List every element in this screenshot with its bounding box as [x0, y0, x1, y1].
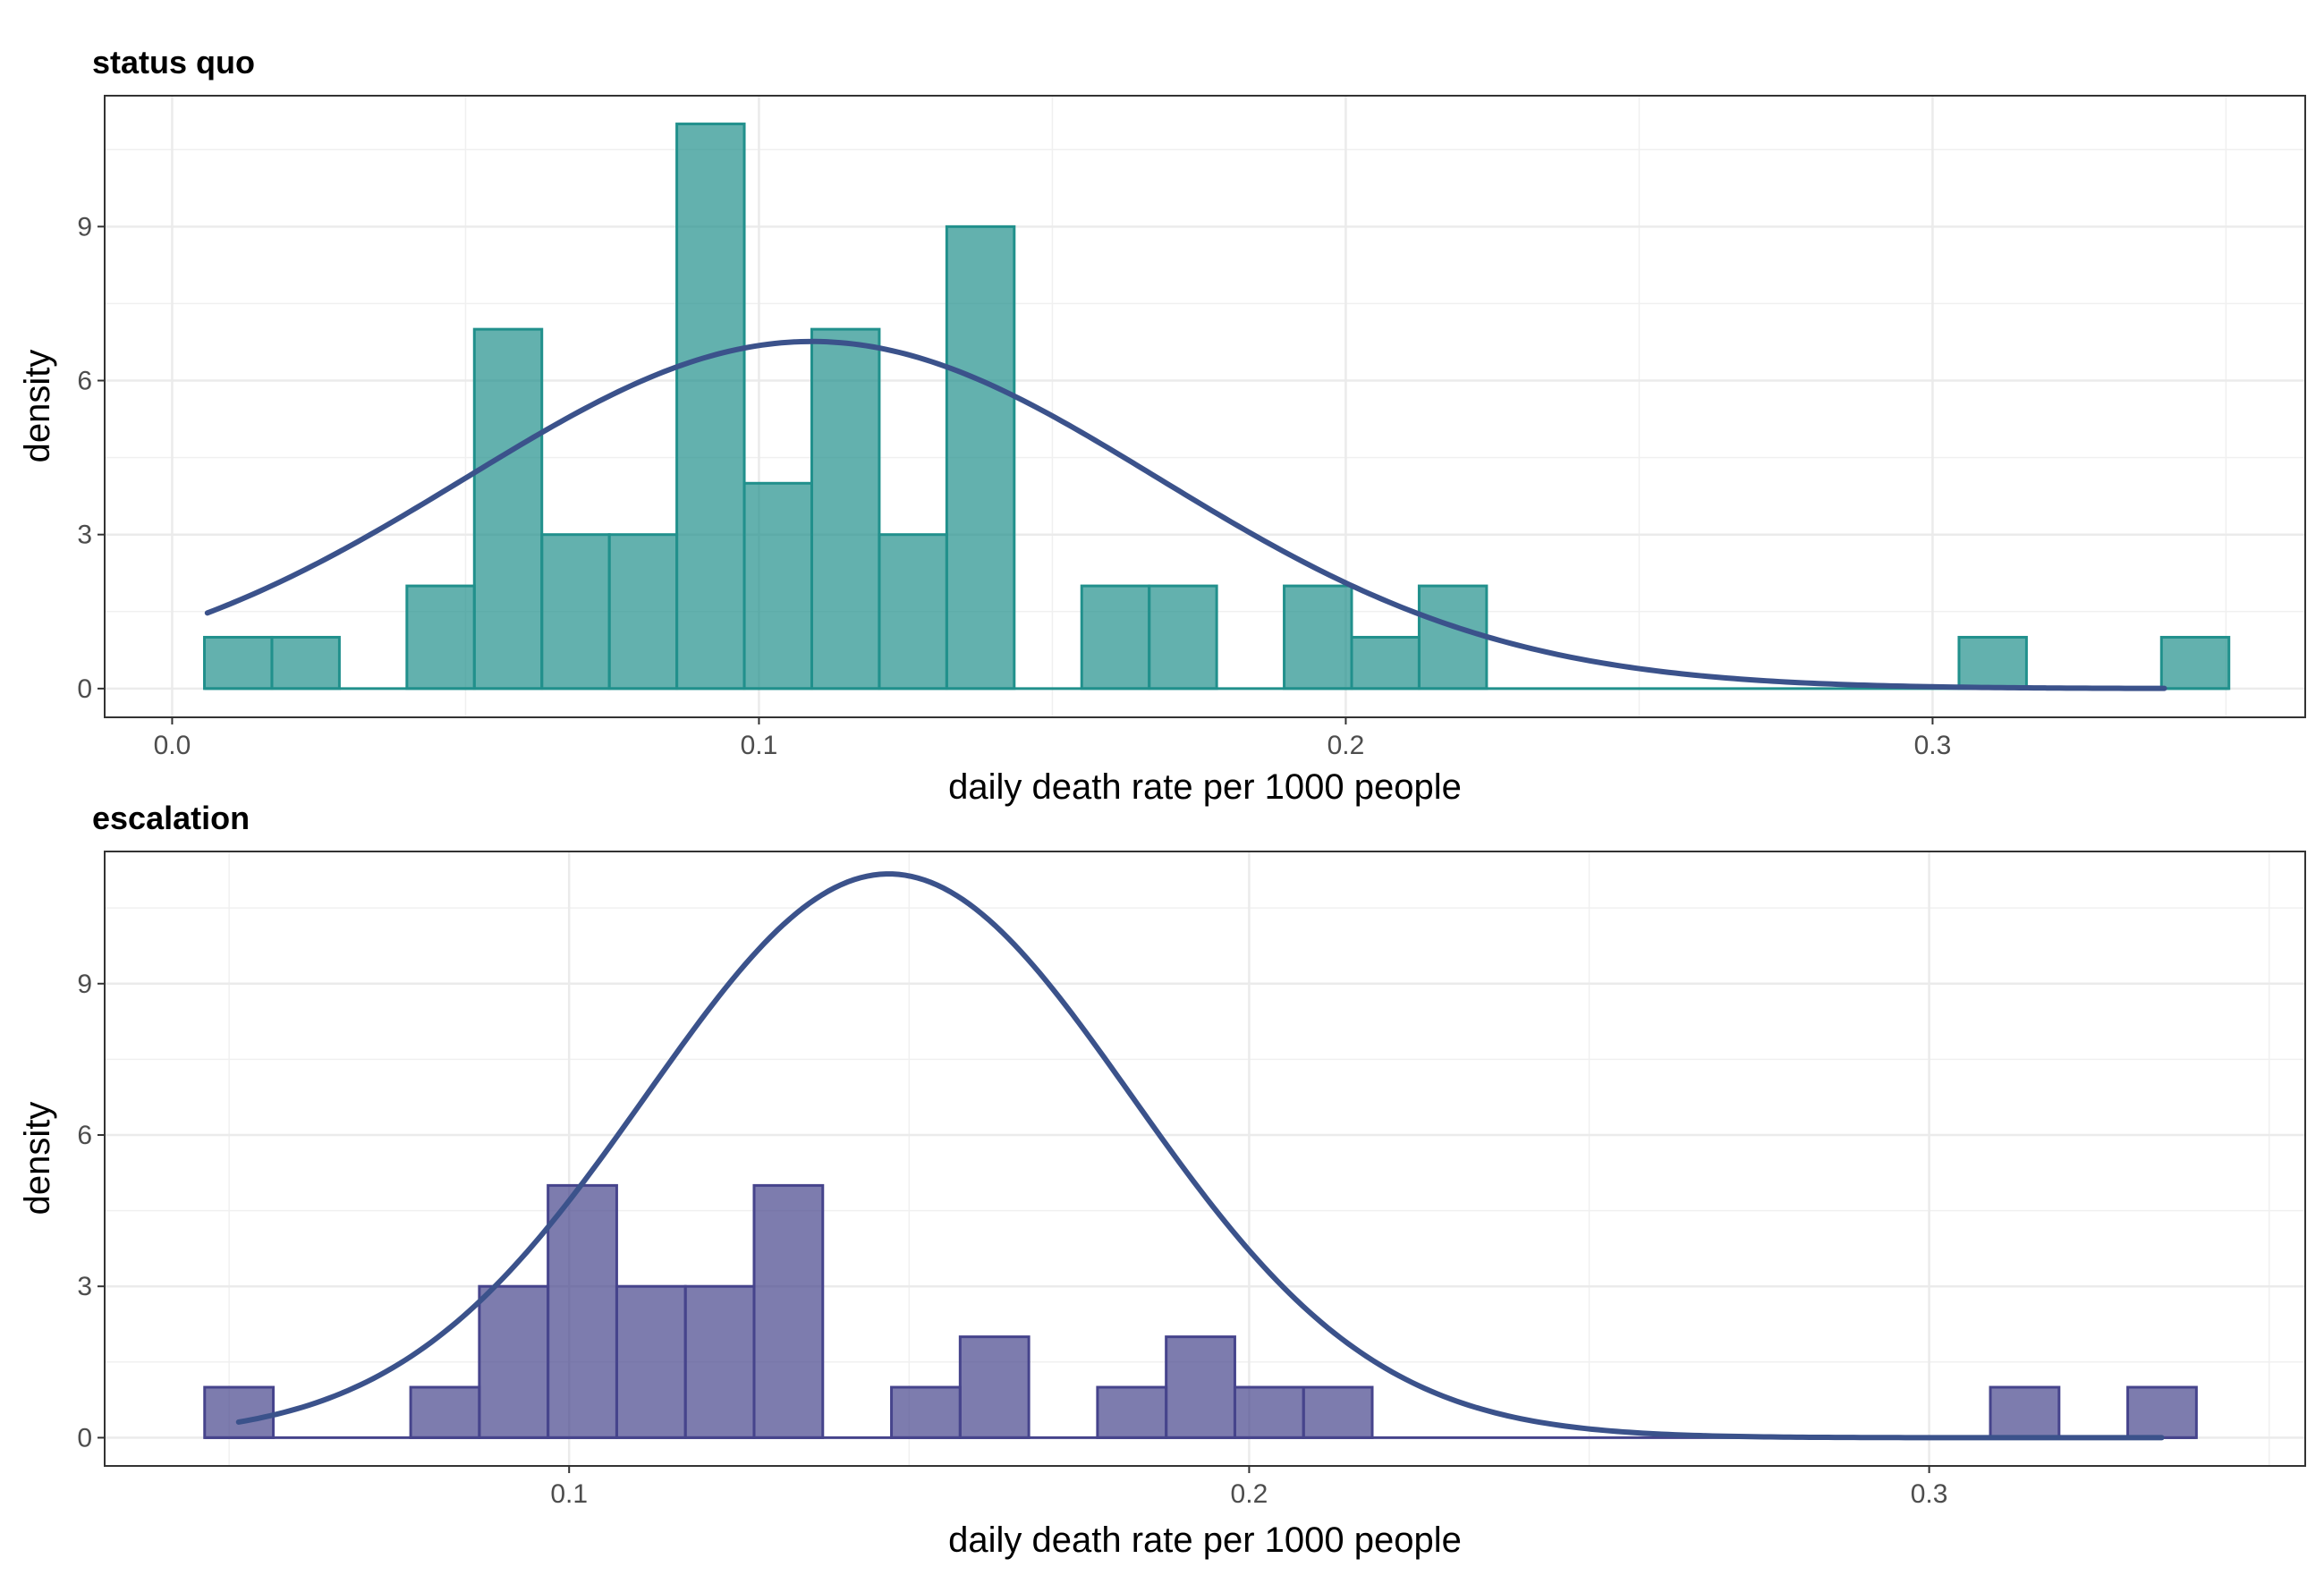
- escalation-histogram-bar: [890, 1385, 962, 1439]
- status-quo-histogram-bar: [2159, 635, 2231, 690]
- escalation-histogram-bar: [1096, 1385, 1168, 1439]
- escalation-x-tick-label: 0.2: [1231, 1479, 1268, 1509]
- status-quo-histogram-bar: [540, 533, 611, 690]
- status-quo-panel: status quo 0 3 6 9 0.0 0.1 0.2 0.3 daily death…: [18, 44, 2306, 807]
- status-quo-histogram-bar: [878, 533, 948, 690]
- status-quo-histogram-bar: [1957, 635, 2028, 690]
- status-quo-y-axis: 0 3 6 9: [77, 212, 105, 704]
- escalation-y-tick-label: 9: [77, 970, 92, 999]
- escalation-histogram-bar: [478, 1284, 550, 1439]
- panel-title-status-quo: status quo: [92, 44, 255, 80]
- escalation-panel: escalation 0 3 6 9 0.1 0.2 0.3 daily death ra…: [18, 800, 2306, 1560]
- escalation-histogram-bar: [1989, 1385, 2061, 1439]
- status-quo-x-tick-label: 0.2: [1327, 731, 1365, 760]
- status-quo-histogram-bar: [675, 123, 746, 690]
- status-quo-y-tick-label: 3: [77, 521, 92, 550]
- escalation-y-axis-title: density: [18, 1102, 57, 1216]
- escalation-histogram-bar: [203, 1385, 276, 1439]
- status-quo-histogram-bar: [607, 533, 679, 690]
- status-quo-x-tick-label: 0.1: [741, 731, 778, 760]
- status-quo-histogram-bar: [810, 327, 881, 690]
- status-quo-y-tick-label: 0: [77, 674, 92, 704]
- panel-title-escalation: escalation: [92, 800, 250, 836]
- status-quo-panel-border: [104, 95, 2306, 718]
- escalation-histogram-bar: [615, 1284, 687, 1439]
- escalation-y-tick-label: 6: [77, 1121, 92, 1150]
- status-quo-histogram-bar: [405, 584, 476, 690]
- escalation-histogram-bar: [958, 1335, 1031, 1439]
- status-quo-y-axis-title: density: [18, 350, 57, 463]
- status-quo-histogram-bar: [1350, 635, 1421, 690]
- escalation-x-axis-title: daily death rate per 1000 people: [948, 1520, 1462, 1560]
- escalation-x-tick-label: 0.3: [1911, 1479, 1948, 1509]
- escalation-histogram-bar: [1233, 1385, 1305, 1439]
- status-quo-y-tick-label: 6: [77, 367, 92, 396]
- status-quo-histogram-bar: [1148, 584, 1218, 690]
- status-quo-histogram-bar: [1080, 584, 1151, 690]
- escalation-x-tick-label: 0.1: [550, 1479, 588, 1509]
- status-quo-histogram-bar: [203, 635, 274, 690]
- status-quo-histogram-bar: [1417, 584, 1489, 690]
- escalation-panel-border: [104, 851, 2306, 1467]
- status-quo-x-tick-label: 0.0: [154, 731, 191, 760]
- escalation-histogram-bar: [1165, 1335, 1236, 1439]
- escalation-histogram-bar: [683, 1284, 756, 1439]
- escalation-y-axis: 0 3 6 9: [77, 970, 105, 1453]
- status-quo-x-axis: 0.0 0.1 0.2 0.3: [154, 717, 1952, 760]
- escalation-histogram-bar: [2126, 1385, 2198, 1439]
- status-quo-density-curve: [204, 338, 2167, 691]
- status-quo-histogram-bars: [203, 123, 2231, 690]
- status-quo-x-axis-title: daily death rate per 1000 people: [948, 767, 1462, 807]
- escalation-histogram-bar: [752, 1183, 825, 1439]
- escalation-y-tick-label: 3: [77, 1272, 92, 1301]
- escalation-histogram-bars: [203, 1183, 2198, 1439]
- escalation-x-axis: 0.1 0.2 0.3: [550, 1466, 1947, 1509]
- escalation-histogram-bar: [1302, 1385, 1374, 1439]
- status-quo-histogram-bar: [472, 327, 544, 690]
- status-quo-histogram-bar: [1283, 584, 1353, 690]
- status-quo-x-tick-label: 0.3: [1914, 731, 1952, 760]
- status-quo-y-tick-label: 9: [77, 212, 92, 241]
- status-quo-histogram-bar: [270, 635, 341, 690]
- status-quo-histogram-bar: [945, 224, 1016, 690]
- escalation-y-tick-label: 0: [77, 1423, 92, 1453]
- escalation-histogram-bar: [547, 1183, 618, 1439]
- escalation-histogram-bar: [409, 1385, 481, 1439]
- status-quo-histogram-bar: [742, 481, 813, 690]
- escalation-density-curve: [235, 871, 2165, 1441]
